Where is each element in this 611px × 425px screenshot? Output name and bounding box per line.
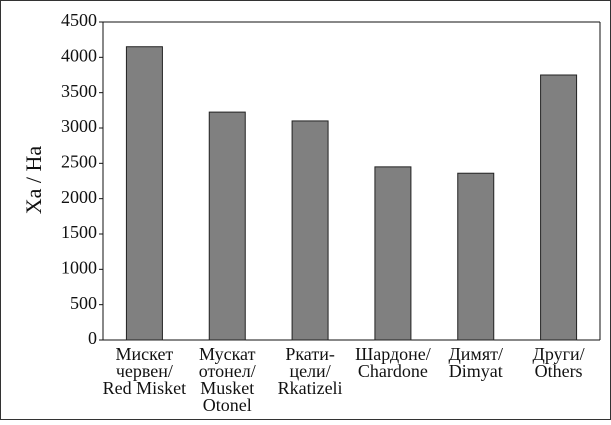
bar [125, 46, 163, 341]
bar [457, 172, 495, 341]
y-axis-label: Ха / На [21, 146, 46, 215]
x-tick-label: Други/Others [533, 344, 585, 381]
x-tick-label: Димят/Dimyat [449, 344, 503, 381]
y-tick-label: 3000 [61, 116, 97, 136]
x-tick-label: Мискет червен/Red Misket [103, 344, 187, 398]
y-tick-label: 1500 [61, 222, 97, 242]
bar [291, 120, 329, 341]
y-tick-label: 4000 [61, 45, 97, 65]
x-tick-label: Ркати-цели/Rkatizeli [278, 344, 343, 398]
y-tick-label: 4500 [61, 10, 97, 30]
bar [540, 74, 578, 341]
y-tick-label: 500 [70, 293, 97, 313]
y-tick-label: 0 [88, 328, 97, 348]
x-tick-label: Мускат отонел/Musket Otonel [199, 344, 256, 415]
bar [208, 111, 246, 341]
bar [374, 166, 412, 341]
y-tick-label: 3500 [61, 81, 97, 101]
y-tick-label: 2000 [61, 187, 97, 207]
y-tick-label: 1000 [61, 257, 97, 277]
x-tick-label: Шардоне/Chardone [355, 344, 431, 381]
y-tick-label: 2500 [61, 151, 97, 171]
